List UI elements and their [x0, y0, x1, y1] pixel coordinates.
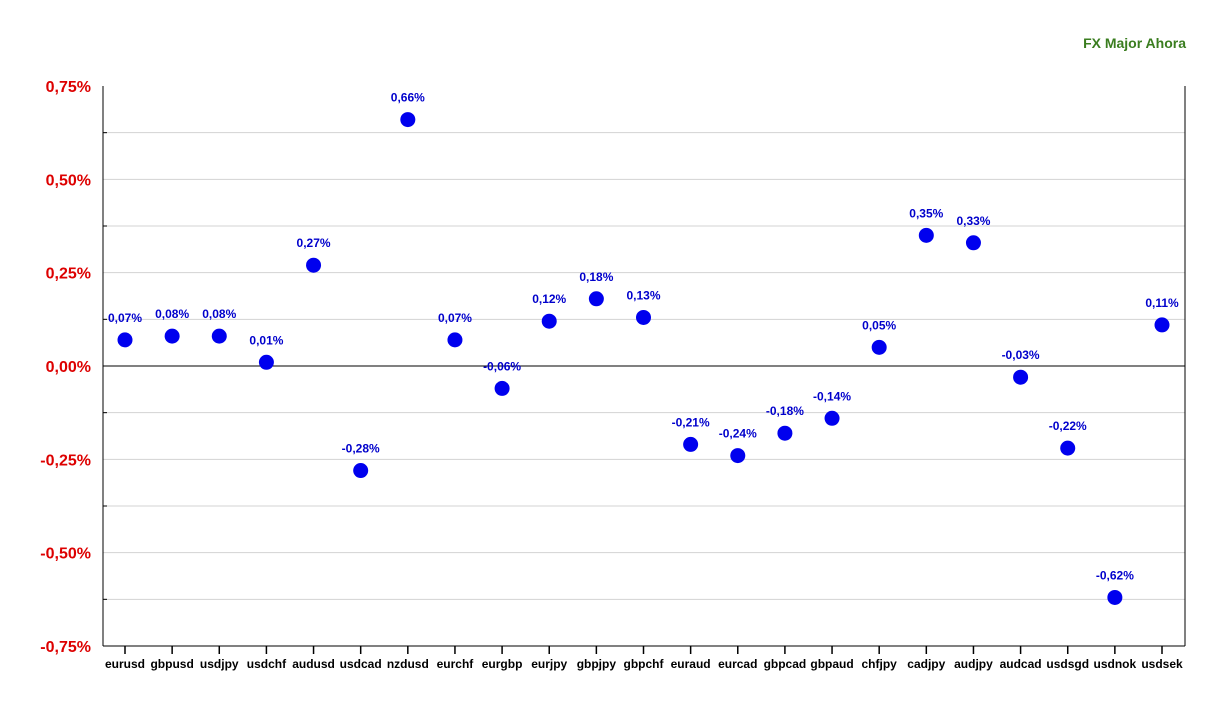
x-tick-label: cadjpy — [907, 657, 945, 671]
y-tick-label: -0,75% — [40, 639, 91, 656]
data-label: -0,14% — [813, 389, 851, 403]
x-tick-label: gbpusd — [150, 657, 193, 671]
y-tick-label: 0,25% — [46, 266, 91, 283]
y-tick-label: 0,00% — [46, 359, 91, 376]
x-tick-label: chfjpy — [862, 657, 898, 671]
x-tick-label: usdsek — [1141, 657, 1183, 671]
y-tick-labels: 0,75% 0,50% 0,25% 0,00% -0,25% -0,50% -0,75% — [40, 79, 91, 656]
data-label: -0,28% — [342, 442, 380, 456]
x-tick-label: usdchf — [247, 657, 287, 671]
data-point — [164, 328, 180, 344]
y-tick-label: 0,50% — [46, 172, 91, 189]
y-tick-label: 0,75% — [46, 79, 91, 96]
x-tick-label: eurchf — [437, 657, 475, 671]
data-point — [588, 291, 604, 307]
data-label: -0,18% — [766, 404, 804, 418]
data-point — [400, 112, 416, 128]
data-point — [965, 235, 981, 251]
y-tick-label: -0,25% — [40, 452, 91, 469]
data-point — [1060, 440, 1076, 456]
data-label: -0,21% — [672, 415, 710, 429]
data-label: 0,18% — [579, 270, 613, 284]
data-point — [824, 410, 840, 426]
data-point — [918, 227, 934, 243]
data-label: 0,05% — [862, 318, 896, 332]
data-point — [211, 328, 227, 344]
data-label: 0,08% — [155, 307, 189, 321]
data-label: 0,11% — [1145, 296, 1179, 310]
data-label: 0,12% — [532, 292, 566, 306]
x-tick-label: euraud — [671, 657, 711, 671]
data-label: 0,07% — [108, 311, 142, 325]
data-point — [636, 309, 651, 325]
data-label: 0,08% — [202, 307, 236, 321]
x-tick-label: gbpjpy — [577, 657, 617, 671]
x-tick-label: audcad — [1000, 657, 1042, 671]
data-point — [447, 332, 463, 348]
x-tick-label: audjpy — [954, 657, 993, 671]
x-tick-label: eurjpy — [531, 657, 567, 671]
x-tick-label: gbpchf — [624, 657, 665, 671]
data-label: 0,33% — [956, 214, 990, 228]
data-label: -0,03% — [1002, 348, 1040, 362]
data-point — [258, 354, 274, 370]
data-point — [1154, 317, 1170, 333]
data-point — [306, 257, 322, 273]
data-label: 0,01% — [249, 333, 283, 347]
x-tick-label: gbpcad — [764, 657, 807, 671]
data-labels: 0,07% 0,08% 0,08% 0,01% 0,27% -0,28% 0,66% 0,07… — [108, 91, 1179, 583]
x-tick-label: eurgbp — [482, 657, 523, 671]
data-points — [117, 112, 1170, 605]
x-tick-label: usdjpy — [200, 657, 239, 671]
legend-label: FX Major Ahora — [1083, 35, 1186, 51]
data-label: -0,24% — [719, 427, 757, 441]
data-point — [871, 339, 887, 355]
x-tick-label: usdnok — [1094, 657, 1137, 671]
x-tick-label: usdcad — [340, 657, 382, 671]
x-tick-label: audusd — [292, 657, 335, 671]
data-point — [353, 463, 369, 479]
data-point — [730, 448, 746, 464]
x-tick-label: nzdusd — [387, 657, 429, 671]
x-tick-labels: eurusd gbpusd usdjpy usdchf audusd usdcad nzdu… — [105, 646, 1183, 671]
data-label: 0,27% — [297, 236, 331, 250]
data-point — [541, 313, 557, 329]
data-label: 0,66% — [391, 91, 425, 105]
data-label: 0,35% — [909, 206, 943, 220]
data-point — [777, 425, 793, 441]
x-tick-label: gbpaud — [810, 657, 853, 671]
x-tick-label: eurusd — [105, 657, 145, 671]
data-label: -0,62% — [1096, 568, 1134, 582]
data-point — [683, 436, 699, 452]
data-point — [1107, 589, 1123, 605]
data-label: -0,22% — [1049, 419, 1087, 433]
x-tick-label: usdsgd — [1046, 657, 1089, 671]
data-label: -0,06% — [483, 359, 521, 373]
data-point — [1013, 369, 1029, 385]
y-tick-label: -0,50% — [40, 546, 91, 563]
data-label: 0,07% — [438, 311, 472, 325]
data-point — [494, 380, 510, 396]
data-label: 0,13% — [626, 288, 660, 302]
data-point — [117, 332, 133, 348]
x-tick-label: eurcad — [718, 657, 757, 671]
